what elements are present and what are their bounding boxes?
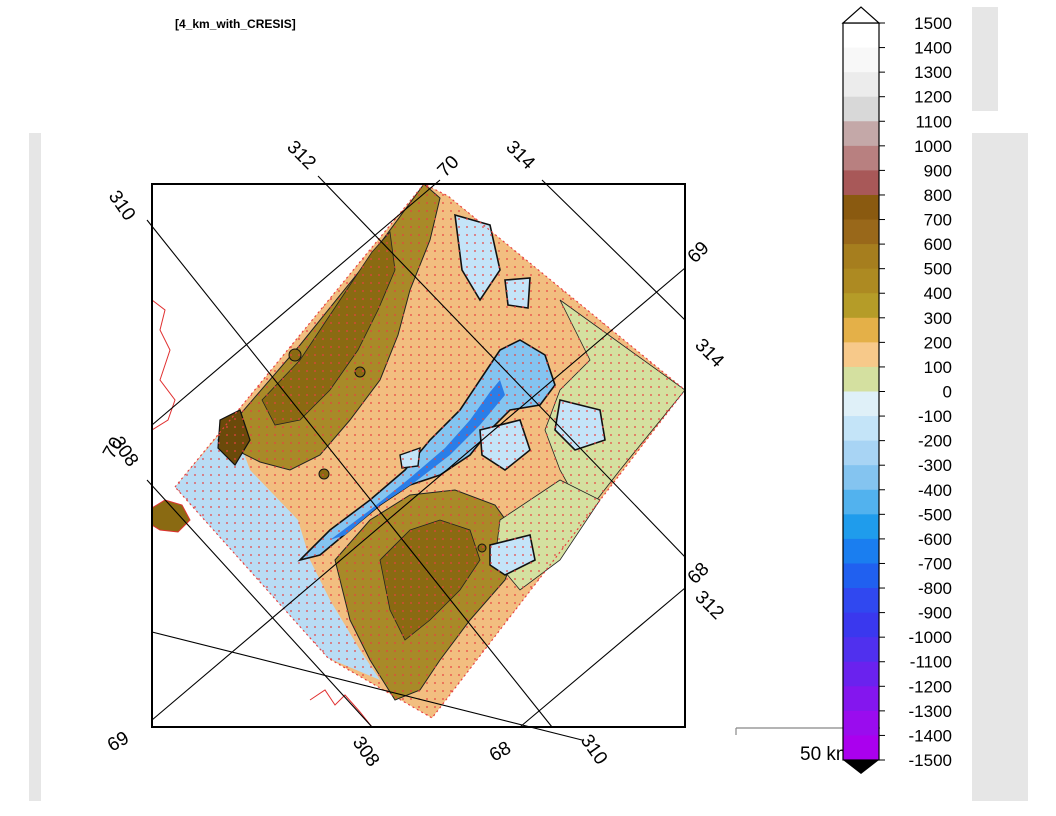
colorbar-tick-label: -600 (918, 530, 952, 549)
map-content (152, 184, 685, 727)
colorbar-segment (843, 219, 879, 245)
colorbar-segment (843, 96, 879, 122)
colorbar-tick-label: -900 (918, 604, 952, 623)
dotted-overlay (175, 184, 685, 718)
colorbar-tick-label: -300 (918, 456, 952, 475)
colorbar-tick-label: 1500 (914, 14, 952, 33)
colorbar-segment (843, 317, 879, 343)
colorbar-tick-label: 400 (924, 284, 952, 303)
colorbar-segment (843, 47, 879, 73)
colorbar-tick-label: -1500 (909, 751, 952, 770)
coastline-south (309, 689, 373, 727)
scale-bar-label: 50 km (800, 744, 852, 765)
colorbar-segment (843, 735, 879, 761)
colorbar-segment (843, 121, 879, 147)
colorbar-segment (843, 588, 879, 614)
colorbar-segment (843, 170, 879, 196)
colorbar-tick-label: -1400 (909, 726, 952, 745)
colorbar-segment (843, 145, 879, 171)
colorbar-tick-label: 1400 (914, 39, 952, 58)
colorbar-segment (843, 661, 879, 687)
colorbar-tick-label: 1100 (915, 112, 952, 131)
colorbar-tick-label: -1200 (909, 677, 952, 696)
right-gray-panel-top (972, 7, 998, 111)
colorbar-tick-label: 300 (924, 309, 952, 328)
colorbar-segment (843, 72, 879, 98)
colorbar-segment (843, 489, 879, 515)
colorbar-bottom-arrow (843, 760, 879, 774)
dataset-label: [4_km_with_CRESIS] (175, 17, 296, 31)
colorbar-tick-label: -1000 (909, 628, 952, 647)
colorbar-tick-label: 1000 (914, 137, 952, 156)
map-frame (151, 183, 686, 728)
colorbar-segment (843, 440, 879, 466)
colorbar-segment (843, 465, 879, 491)
colorbar-segment (843, 268, 879, 294)
colorbar-segment (843, 637, 879, 663)
colorbar-segment (843, 514, 879, 540)
colorbar-tick-label: 100 (924, 358, 952, 377)
colorbar-tick-label: -800 (918, 579, 952, 598)
colorbar-segment (843, 538, 879, 564)
lon-label-312-top: 312 (282, 137, 319, 174)
lon-label-312-right: 312 (690, 587, 727, 624)
colorbar-segment (843, 244, 879, 270)
colorbar-segment (843, 366, 879, 392)
lat-label-68-bottom: 68 (486, 738, 515, 767)
colorbar-tick-label: 600 (924, 235, 952, 254)
colorbar-tick-label: 900 (924, 161, 952, 180)
colorbar-segment (843, 342, 879, 368)
colorbar-tick-label: 800 (924, 186, 952, 205)
colorbar-segment (843, 710, 879, 736)
colorbar-tick-label: 200 (924, 333, 952, 352)
colorbar-tick-label: -1100 (910, 653, 952, 672)
coastline-west (152, 299, 176, 431)
colorbar-tick-label: 0 (943, 383, 952, 402)
lon-label-310-top: 310 (104, 187, 139, 225)
colorbar-top-arrow (841, 6, 881, 24)
lat-label-69-right: 69 (684, 238, 714, 268)
graticule (146, 175, 686, 741)
lon-label-310-bottom: 310 (576, 731, 611, 769)
lat-label-68-right: 68 (684, 559, 714, 589)
colorbar-segment (843, 391, 879, 417)
colorbar-tick-label: -100 (918, 407, 952, 426)
right-gray-panel-bottom (972, 133, 1028, 801)
colorbar-tick-label: 500 (924, 260, 952, 279)
colorbar-tick-label: 1300 (914, 63, 952, 82)
colorbar-segment (843, 293, 879, 319)
colorbar-segment (843, 612, 879, 638)
left-gray-panel (29, 133, 41, 801)
lon-label-308-bottom: 308 (348, 733, 383, 771)
colorbar-segment (843, 194, 879, 221)
colorbar: 1500140013001200110010009008007006005004… (841, 6, 952, 774)
colorbar-segment (843, 563, 879, 589)
lon-label-314-top: 314 (501, 137, 539, 175)
colorbar-tick-label: -1300 (909, 702, 952, 721)
colorbar-segment (843, 23, 879, 49)
lat-label-69-bottom: 69 (104, 728, 133, 757)
colorbar-tick-label: -400 (918, 481, 952, 500)
colorbar-tick-label: -500 (918, 505, 952, 524)
colorbar-segment (843, 416, 879, 442)
lat-label-70-top: 70 (434, 152, 464, 182)
colorbar-tick-label: 1200 (914, 88, 952, 107)
colorbar-tick-label: -700 (918, 554, 952, 573)
lon-label-314-right: 314 (690, 335, 728, 373)
colorbar-segment (843, 686, 879, 712)
colorbar-tick-label: 700 (924, 211, 952, 230)
colorbar-tick-label: -200 (918, 432, 952, 451)
